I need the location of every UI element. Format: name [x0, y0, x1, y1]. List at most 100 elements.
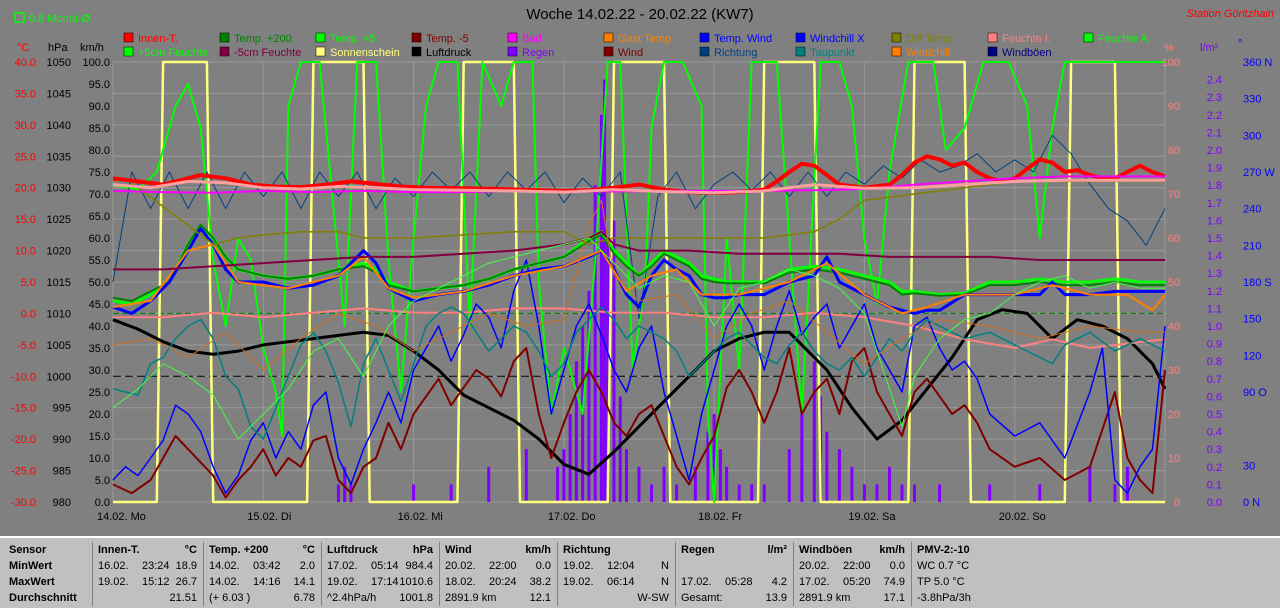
stats-title-text: Luftdruck [327, 544, 378, 556]
legend-label: Sonnenschein [330, 47, 400, 59]
stats-date: 18.02. [445, 576, 476, 588]
stats-time: 05:14 [371, 560, 399, 572]
axis-tick: 0.0 [1207, 497, 1222, 509]
legend-label: -5cm Feuchte [234, 47, 301, 59]
day-label: 15.02. Di [247, 511, 291, 523]
rain-bar [1038, 484, 1042, 502]
legend-swatch [891, 32, 902, 43]
legend-swatch [411, 46, 422, 57]
axis-tick: 0.3 [1207, 444, 1222, 456]
rain-bar [693, 466, 697, 502]
axis-tick: 0.7 [1207, 374, 1222, 386]
axis-tick: 10.0 [89, 453, 110, 465]
avg-checkbox[interactable] [14, 12, 25, 23]
series-line-feuchte-a [112, 61, 1165, 503]
rain-bar [650, 484, 654, 502]
stats-avg-row: 2891.9 km 12.1 [445, 590, 557, 606]
legend-swatch [123, 46, 134, 57]
axis-tick: 1.2 [1207, 286, 1222, 298]
axis-tick: 0.1 [1207, 479, 1222, 491]
axis-tick: 270 W [1243, 167, 1275, 179]
stats-column: Regen l/m² 17.02. 05:28 4.2 Gesamt: 13.9 [675, 542, 793, 606]
series-line-innen-t [112, 154, 1166, 195]
series-line-taupunkt [112, 306, 1166, 440]
axis-tick: 70.0 [89, 189, 110, 201]
stats-max-row: 19.02. 17:14 1010.6 [327, 574, 439, 590]
stats-title-text: PMV-2:-10 [917, 544, 970, 556]
axis-tick: -5.0 [17, 340, 36, 352]
stats-title-text: Wind [445, 544, 472, 556]
legend-swatch [987, 46, 998, 57]
axis-tick: 20.0 [15, 183, 36, 195]
rain-bar [762, 484, 766, 502]
rain-bar [675, 484, 679, 502]
stats-max-row: 19.02. 06:14 N [563, 574, 675, 590]
axis-tick: 1035 [47, 151, 71, 163]
stats-time: 17:14 [371, 576, 399, 588]
stats-value: 38.2 [529, 576, 551, 588]
axis-tick: 995 [53, 403, 71, 415]
unit-dir: ° [1238, 38, 1242, 50]
stats-row-label: MinWert [9, 560, 53, 572]
stats-date: 20.02. [445, 560, 476, 572]
axis-tick: 40 [1168, 321, 1180, 333]
axis-tick: 1.1 [1207, 303, 1222, 315]
legend-swatch [123, 32, 134, 43]
stats-date: 17.02. [327, 560, 358, 572]
stats-min-row [681, 558, 793, 574]
rain-bar [562, 449, 566, 502]
axis-tick: 90 O [1243, 387, 1267, 399]
axis-tick: 30 [1243, 460, 1255, 472]
series-line-richtung [112, 134, 1166, 320]
axis-tick: 2.3 [1207, 92, 1222, 104]
axis-tick: 1025 [47, 214, 71, 226]
stats-min-row: 20.02. 22:00 0.0 [445, 558, 557, 574]
unit-rain: l/m² [1200, 42, 1219, 54]
legend-swatch [411, 32, 422, 43]
axis-tick: -15.0 [11, 403, 36, 415]
legend: Innen-T. Temp. +200 Temp. +5 Temp. -5 Bad Gas… [123, 32, 1151, 59]
legend-label: Regen [522, 47, 554, 59]
legend-label: Diff Temp. [906, 33, 955, 45]
stats-note: 2891.9 km [799, 592, 851, 604]
legend-swatch [891, 46, 902, 57]
weather-chart: Woche 14.02.22 - 20.02.22 (KW7) Station … [10, 6, 1276, 523]
legend-label: Feuchte I. [1002, 33, 1051, 45]
stats-row-labels: Sensor MinWert MaxWert Durchschnitt [4, 542, 92, 606]
stats-date: 14.02. [209, 576, 240, 588]
rain-bar [343, 466, 347, 502]
stats-value: 1001.8 [399, 592, 433, 604]
stats-note: -3.8hPa/3h [917, 592, 971, 604]
stats-unit: km/h [525, 544, 551, 556]
axis-tick: 1040 [47, 120, 71, 132]
stats-min-row: 14.02. 03:42 2.0 [209, 558, 321, 574]
legend-label: Temp. +5 [330, 33, 376, 45]
stats-avg-row: ^2.4hPa/h 1001.8 [327, 590, 439, 606]
day-label: 20.02. So [999, 511, 1046, 523]
rain-bar [574, 361, 578, 502]
axis-tick: 2.4 [1207, 75, 1222, 87]
stats-note: Gesamt: [681, 592, 723, 604]
unit-pressure: hPa [48, 42, 68, 54]
axis-tick: 50.0 [89, 277, 110, 289]
unit-percent: % [1164, 42, 1174, 54]
stats-value: 74.9 [883, 576, 905, 588]
rain-bar [913, 484, 917, 502]
series-line-gast-temp [112, 199, 1165, 371]
axis-tick: 0.6 [1207, 391, 1222, 403]
rain-bar [712, 414, 716, 502]
stats-column: Windböen km/h 20.02. 22:00 0.0 17.02. 05:20 74.… [793, 542, 911, 606]
stats-date: 20.02. [799, 560, 830, 572]
axis-tick: 1.5 [1207, 233, 1222, 245]
stats-unit: l/m² [767, 544, 787, 556]
axis-tick: 1020 [47, 246, 71, 258]
axis-tick: 100.0 [82, 57, 110, 69]
axis-tick: 100 [1162, 57, 1180, 69]
rain-bar [1088, 466, 1092, 502]
axis-tick: 1015 [47, 277, 71, 289]
stats-date: 17.02. [681, 576, 712, 588]
axis-tick: 120 [1243, 350, 1261, 362]
legend-swatch [219, 32, 230, 43]
legend-label: Windchill [906, 47, 950, 59]
legend-swatch [603, 32, 614, 43]
